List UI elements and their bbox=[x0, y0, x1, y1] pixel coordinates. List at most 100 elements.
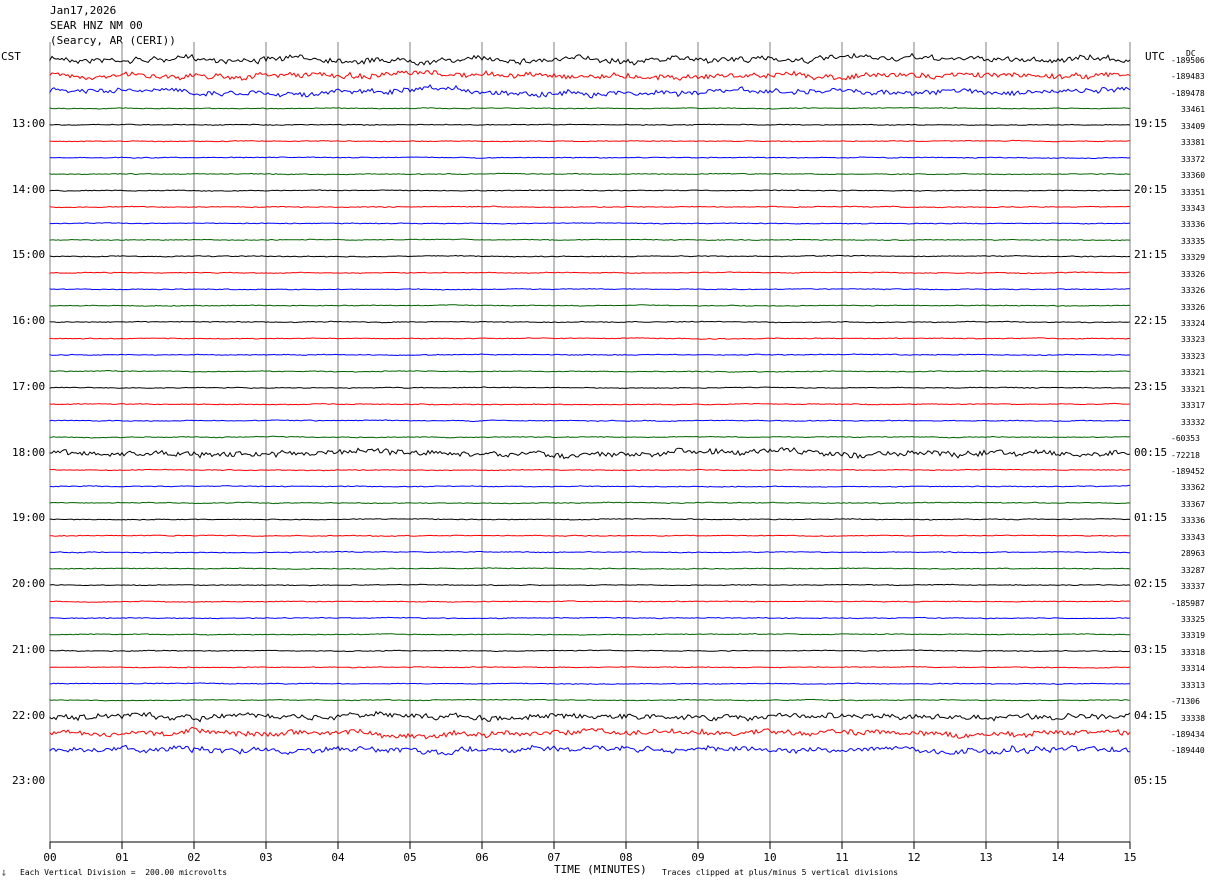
dc-offset-label: 33325 bbox=[1181, 614, 1206, 624]
trace-1 bbox=[49, 70, 1131, 81]
dc-offset-label: 33351 bbox=[1181, 187, 1206, 197]
dc-offset-label: 33318 bbox=[1181, 647, 1206, 657]
station-label: SEAR HNZ NM 00 bbox=[50, 19, 143, 32]
dc-offset-label: 33314 bbox=[1181, 664, 1206, 674]
x-tick-label-01: 01 bbox=[115, 851, 128, 864]
cst-hour-label: 16:00 bbox=[12, 314, 46, 328]
dc-offset-label: -71306 bbox=[1171, 697, 1200, 707]
trace-10 bbox=[49, 222, 1131, 225]
trace-26 bbox=[49, 484, 1131, 488]
dc-offset-label: -189440 bbox=[1171, 746, 1205, 756]
trace-23 bbox=[49, 435, 1131, 439]
dc-offset-label: 33321 bbox=[1181, 368, 1206, 378]
dc-offset-label: 33326 bbox=[1181, 302, 1206, 312]
dc-offset-label: 33321 bbox=[1181, 384, 1206, 394]
trace-15 bbox=[49, 304, 1131, 307]
dc-offset-label: 33287 bbox=[1181, 565, 1206, 575]
trace-9 bbox=[49, 205, 1131, 209]
trace-20 bbox=[49, 386, 1131, 390]
trace-0 bbox=[49, 52, 1131, 66]
dc-offset-label: 33338 bbox=[1181, 713, 1206, 723]
cst-hour-label: 20:00 bbox=[12, 577, 46, 591]
trace-5 bbox=[49, 139, 1131, 143]
utc-hour-label: 01:15 bbox=[1134, 511, 1168, 525]
utc-hour-label: 03:15 bbox=[1134, 642, 1168, 656]
dc-offset-label: 33332 bbox=[1181, 417, 1206, 427]
dc-offset-label: 33409 bbox=[1181, 121, 1206, 131]
dc-offset-label: 33343 bbox=[1181, 532, 1206, 542]
trace-42 bbox=[49, 744, 1131, 756]
trace-39 bbox=[49, 698, 1131, 702]
dc-offset-label: -189483 bbox=[1171, 72, 1205, 82]
x-tick-label-00: 00 bbox=[43, 851, 56, 864]
clip-note: Traces clipped at plus/minus 5 vertical … bbox=[662, 868, 899, 877]
date-label: Jan17,2026 bbox=[50, 4, 117, 17]
dc-offset-label: 33336 bbox=[1181, 516, 1206, 526]
dc-offset-label: -60353 bbox=[1171, 434, 1200, 444]
dc-offset-label: 33317 bbox=[1181, 401, 1206, 411]
dc-offset-label: -72218 bbox=[1171, 450, 1200, 460]
utc-hour-label: 04:15 bbox=[1134, 708, 1168, 722]
dc-offset-label: -189434 bbox=[1171, 730, 1205, 740]
cst-hour-label: 17:00 bbox=[12, 379, 46, 393]
dc-offset-label: 33362 bbox=[1181, 483, 1206, 493]
dc-offset-label: 33381 bbox=[1181, 138, 1206, 148]
cst-axis-title: CST bbox=[1, 50, 21, 63]
utc-hour-label: 19:15 bbox=[1134, 116, 1168, 130]
x-tick-label-04: 04 bbox=[331, 851, 345, 864]
dc-offset-label: 33461 bbox=[1181, 105, 1206, 115]
dc-offset-label: 33326 bbox=[1181, 269, 1206, 279]
utc-hour-label: 02:15 bbox=[1134, 577, 1168, 591]
dc-offset-label: 33323 bbox=[1181, 335, 1206, 345]
dc-offset-label: 33319 bbox=[1181, 631, 1206, 641]
trace-37 bbox=[49, 665, 1131, 669]
trace-31 bbox=[49, 567, 1131, 570]
dc-offset-label: 33313 bbox=[1181, 680, 1206, 690]
trace-19 bbox=[49, 369, 1130, 373]
cst-hour-label: 14:00 bbox=[12, 182, 46, 196]
trace-8 bbox=[49, 189, 1131, 192]
trace-25 bbox=[49, 468, 1131, 472]
trace-32 bbox=[49, 583, 1131, 587]
trace-24 bbox=[49, 446, 1131, 460]
dc-offset-label: -189506 bbox=[1171, 56, 1205, 65]
x-tick-label-03: 03 bbox=[259, 851, 272, 864]
dc-offset-label: 33360 bbox=[1181, 171, 1206, 181]
trace-38 bbox=[49, 682, 1130, 685]
dc-offset-label: 33329 bbox=[1181, 253, 1206, 263]
dc-offset-label: -189452 bbox=[1171, 467, 1205, 476]
trace-29 bbox=[49, 534, 1131, 538]
traces bbox=[49, 52, 1131, 756]
cst-hour-label: 18:00 bbox=[12, 445, 46, 459]
trace-3 bbox=[49, 106, 1131, 110]
trace-17 bbox=[49, 337, 1131, 340]
cst-hour-label: 21:00 bbox=[12, 642, 46, 656]
trace-18 bbox=[49, 353, 1131, 357]
x-tick-label-15: 15 bbox=[1123, 851, 1136, 864]
cst-hour-label: 15:00 bbox=[12, 248, 46, 262]
x-tick-label-02: 02 bbox=[187, 851, 200, 864]
trace-7 bbox=[49, 172, 1131, 176]
x-tick-label-10: 10 bbox=[763, 851, 776, 864]
scale-icon: ⸸ bbox=[2, 869, 6, 878]
trace-21 bbox=[49, 402, 1131, 406]
grid-lines bbox=[49, 42, 1131, 843]
utc-axis-title: UTC bbox=[1145, 50, 1165, 63]
dc-label: DC bbox=[1186, 49, 1196, 58]
x-tick-label-08: 08 bbox=[619, 851, 632, 864]
trace-14 bbox=[49, 288, 1131, 291]
x-tick-label-13: 13 bbox=[979, 851, 992, 864]
cst-hour-label: 19:00 bbox=[12, 511, 46, 525]
x-tick-label-05: 05 bbox=[403, 851, 416, 864]
dc-offset-label: 33337 bbox=[1181, 582, 1206, 592]
trace-6 bbox=[49, 156, 1131, 160]
dc-offset-label: 28963 bbox=[1181, 549, 1206, 559]
dc-offset-label: -189478 bbox=[1171, 88, 1205, 98]
cst-hour-label: 23:00 bbox=[12, 774, 46, 788]
utc-hour-label: 05:15 bbox=[1134, 774, 1168, 788]
trace-28 bbox=[49, 517, 1131, 521]
trace-12 bbox=[49, 254, 1131, 258]
dc-offset-label: -185987 bbox=[1171, 598, 1205, 608]
location-label: (Searcy, AR (CERI)) bbox=[50, 34, 176, 47]
